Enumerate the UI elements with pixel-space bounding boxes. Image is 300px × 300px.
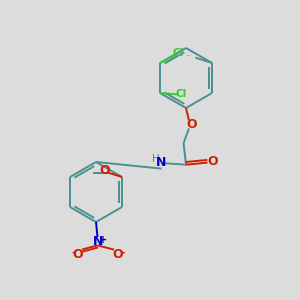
Text: O: O	[207, 155, 218, 169]
Text: -: -	[120, 248, 125, 258]
Text: O: O	[73, 248, 83, 261]
Text: O: O	[99, 164, 110, 177]
Text: N: N	[93, 235, 103, 248]
Text: +: +	[99, 235, 107, 245]
Text: Cl: Cl	[172, 47, 184, 58]
Text: methyl: methyl	[186, 55, 191, 56]
Text: O: O	[186, 118, 197, 131]
Text: -: -	[71, 248, 76, 258]
Text: H: H	[152, 154, 159, 164]
Text: Cl: Cl	[176, 89, 187, 100]
Text: N: N	[156, 156, 167, 169]
Text: O: O	[112, 248, 123, 261]
